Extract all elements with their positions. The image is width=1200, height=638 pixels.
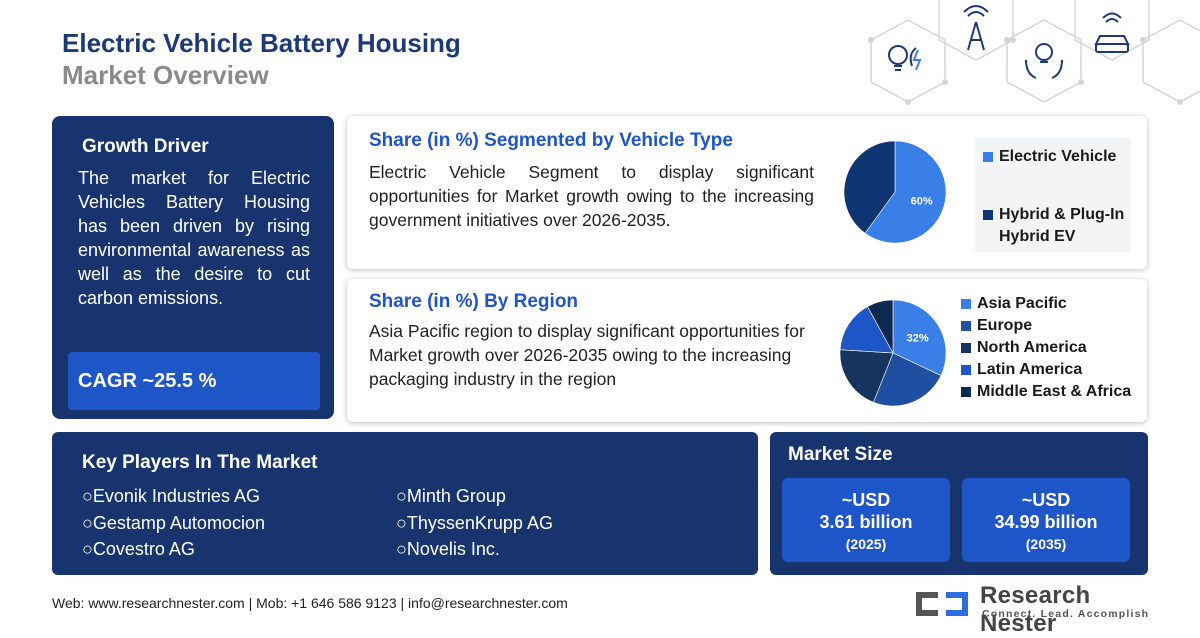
growth-driver-panel: Growth Driver The market for Electric Ve… [52, 116, 334, 419]
legend-item-latin-america: Latin America [961, 361, 1082, 379]
player-item: ○Covestro AG [82, 539, 195, 559]
vehicle-type-pie-chart: 60% [843, 140, 947, 244]
pie-slice-latin-america [839, 306, 894, 354]
legend-item-electric-vehicle: Electric Vehicle [983, 148, 1116, 166]
market-size-panel: Market Size ~USD 3.61 billion (2025) ~US… [770, 432, 1148, 575]
connected-car-icon [1094, 12, 1130, 53]
growth-driver-text: The market for Electric Vehicles Battery… [78, 168, 310, 308]
player-item: ○Gestamp Automocion [82, 513, 265, 533]
key-players-title: Key Players In The Market [82, 452, 318, 473]
legend-item-asia-pacific: Asia Pacific [961, 295, 1067, 313]
pie-slice-asia-pacific [892, 299, 947, 376]
player-item: ○Novelis Inc. [396, 539, 500, 559]
footer-contact: Web: www.researchnester.com | Mob: +1 64… [52, 595, 568, 611]
page-subtitle: Market Overview [62, 60, 269, 90]
antenna-tower-icon [963, 5, 989, 51]
page-title: Electric Vehicle Battery Housing [62, 28, 461, 58]
pie-slice-north-america [839, 349, 894, 403]
vehicle-type-text: Electric Vehicle Segment to display sign… [369, 162, 814, 230]
cagr-value: CAGR ~25.5 % [78, 370, 217, 392]
region-title: Share (in %) By Region [369, 291, 579, 312]
pie-slice-hybrid-plug-in-hybrid-ev [843, 140, 896, 234]
market-size-2035-box: ~USD 34.99 billion (2035) [962, 478, 1130, 562]
region-text: Asia Pacific region to display significa… [369, 321, 805, 389]
pie-slice-middle-east-africa [867, 299, 894, 354]
cagr-box: CAGR ~25.5 % [68, 352, 320, 410]
market-size-2025-box: ~USD 3.61 billion (2025) [782, 478, 950, 562]
player-item: ○Minth Group [396, 486, 506, 506]
pie-slice-electric-vehicle [864, 140, 947, 244]
pie-data-label: 60% [911, 196, 933, 208]
key-players-panel: Key Players In The Market ○Evonik Indust… [52, 432, 758, 575]
legend-item-north-america: North America [961, 339, 1087, 357]
growth-driver-title: Growth Driver [82, 136, 209, 157]
vehicle-type-card: Share (in %) Segmented by Vehicle Type E… [347, 116, 1147, 269]
logo-mark-icon [916, 592, 968, 616]
legend-item-middle-east-africa: Middle East & Africa [961, 383, 1131, 401]
hands-bulb-icon [1025, 43, 1063, 79]
hexagon-decoration [868, 0, 1200, 105]
region-pie-chart: 32% [839, 299, 947, 407]
vehicle-type-legend: Electric Vehicle Hybrid & Plug-In Hybrid… [975, 138, 1131, 252]
market-size-title: Market Size [788, 444, 893, 465]
eco-bulb-icon [888, 45, 922, 71]
player-item: ○ThyssenKrupp AG [396, 513, 553, 533]
research-nester-logo: Research Nester Connect. Lead. Accomplis… [912, 582, 1152, 637]
player-item: ○Evonik Industries AG [82, 486, 260, 506]
pie-slice-europe [873, 352, 942, 407]
pie-data-label: 32% [907, 332, 929, 344]
vehicle-type-title: Share (in %) Segmented by Vehicle Type [369, 130, 733, 151]
region-legend: Asia Pacific Europe North America Latin … [961, 295, 1147, 415]
legend-item-hybrid-ev: Hybrid & Plug-In Hybrid EV [983, 204, 1129, 248]
region-card: Share (in %) By Region Asia Pacific regi… [347, 279, 1147, 422]
legend-item-europe: Europe [961, 317, 1032, 335]
